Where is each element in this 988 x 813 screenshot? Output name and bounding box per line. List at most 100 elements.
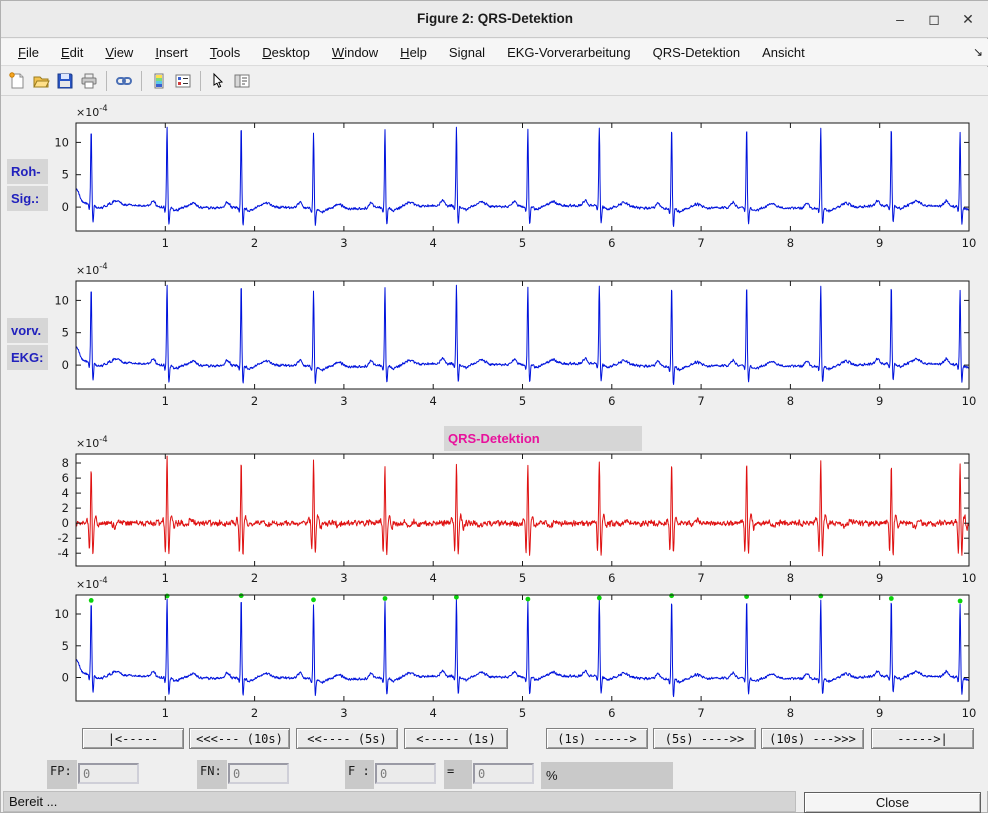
plot-browser-icon[interactable] [230, 69, 254, 93]
qrs-marker [238, 593, 244, 599]
qrs-marker [888, 596, 894, 601]
new-figure-icon[interactable] [5, 69, 29, 93]
qrs-marker [454, 594, 459, 600]
menu-item-edit[interactable]: Edit [60, 44, 84, 60]
percent-label: % [541, 762, 673, 789]
nav-button-1[interactable]: <<<--- (10s) [189, 728, 290, 749]
x-tick-label: 2 [251, 706, 258, 720]
x-tick-label: 6 [608, 236, 615, 250]
link-plot-icon[interactable] [112, 69, 136, 93]
nav-button-5[interactable]: (5s) ---->> [653, 728, 756, 749]
fn-label: FN: [197, 760, 227, 789]
y-tick-label: 5 [62, 326, 69, 340]
qrs-marker [88, 598, 94, 603]
nav-button-2[interactable]: <<---- (5s) [296, 728, 398, 749]
x-tick-label: 2 [251, 236, 258, 250]
qrs-marker [596, 595, 602, 601]
plot-roh-signal: 1 2 3 4 5 6 7 8 9 10 0 5 10 ×10-4 [54, 104, 977, 250]
qrs-marker [957, 598, 963, 604]
equals-field[interactable] [473, 763, 534, 784]
menu-item-insert[interactable]: Insert [155, 44, 188, 60]
close-window-button[interactable]: ✕ [962, 10, 974, 27]
x-tick-label: 1 [162, 236, 169, 250]
window-title: Figure 2: QRS-Detektion [416, 11, 573, 26]
raw-signal-label-1: Roh- [7, 159, 48, 184]
y-tick-label: 10 [54, 607, 69, 621]
x-tick-label: 5 [519, 236, 526, 250]
x-tick-label: 4 [430, 571, 437, 585]
y-tick-label: 2 [62, 501, 69, 515]
menu-bar: ↘ File Edit View Insert Tools Desktop Window He… [1, 39, 988, 66]
menu-item-signal[interactable]: Signal [448, 44, 486, 60]
menu-item-ekg-vorverarbeitung[interactable]: EKG-Vorverarbeitung [507, 44, 631, 60]
insert-colorbar-icon[interactable] [147, 69, 171, 93]
y-tick-label: 5 [62, 168, 69, 182]
y-tick-label: 4 [62, 486, 69, 500]
y-tick-label: 0 [62, 200, 69, 214]
x-tick-label: 4 [430, 236, 437, 250]
menu-item-tools[interactable]: Tools [209, 44, 241, 60]
nav-button-7[interactable]: ----->| [871, 728, 974, 749]
insert-legend-icon[interactable] [171, 69, 195, 93]
x-tick-label: 4 [430, 706, 437, 720]
equals-label: = [444, 760, 472, 789]
x-tick-label: 7 [697, 394, 704, 408]
edit-plot-icon[interactable] [206, 69, 230, 93]
nav-button-0[interactable]: |<----- [82, 728, 184, 749]
maximize-button[interactable]: ◻ [928, 10, 940, 27]
toolbar [1, 67, 988, 96]
menu-item-desktop[interactable]: Desktop [262, 44, 310, 60]
x-tick-label: 8 [787, 236, 794, 250]
menu-item-view[interactable]: View [105, 44, 134, 60]
x-tick-label: 5 [519, 706, 526, 720]
y-axis-exponent: ×10-4 [76, 576, 108, 591]
x-tick-label: 1 [162, 394, 169, 408]
minimize-button[interactable]: – [896, 11, 904, 27]
y-axis-exponent: ×10-4 [76, 104, 108, 119]
print-figure-icon[interactable] [77, 69, 101, 93]
status-text: Bereit ... [9, 794, 58, 809]
toolbar-separator [141, 71, 142, 91]
fp-label: FP: [47, 760, 77, 789]
menu-overflow-icon[interactable]: ↘ [972, 45, 983, 59]
x-tick-label: 3 [340, 571, 347, 585]
x-tick-label: 3 [340, 236, 347, 250]
plot-vorverarbeitetes-ekg: 1 2 3 4 5 6 7 8 9 10 0 5 10 ×10-4 [54, 262, 976, 408]
y-tick-label: 10 [54, 135, 69, 149]
f-field[interactable] [375, 763, 436, 784]
menu-item-ansicht[interactable]: Ansicht [762, 44, 805, 60]
x-tick-label: 9 [876, 236, 883, 250]
fp-field[interactable] [78, 763, 139, 784]
title-bar: Figure 2: QRS-Detektion – ◻ ✕ [1, 1, 988, 38]
fn-field[interactable] [228, 763, 289, 784]
x-tick-label: 5 [519, 394, 526, 408]
x-tick-label: 10 [962, 236, 977, 250]
y-axis-exponent: ×10-4 [76, 262, 108, 277]
qrs-marker [525, 596, 531, 602]
nav-button-6[interactable]: (10s) --->>> [761, 728, 864, 749]
x-tick-label: 9 [876, 571, 883, 585]
f-label: F : [345, 760, 374, 789]
y-tick-label: 0 [62, 671, 69, 685]
y-tick-label: 0 [62, 516, 69, 530]
menu-item-window[interactable]: Window [331, 44, 379, 60]
close-button[interactable]: Close [804, 792, 981, 813]
x-tick-label: 6 [608, 706, 615, 720]
menu-item-file[interactable]: File [18, 44, 39, 60]
x-tick-label: 3 [340, 394, 347, 408]
menu-item-qrs-detektion[interactable]: QRS-Detektion [652, 44, 741, 60]
x-tick-label: 6 [608, 571, 615, 585]
open-file-icon[interactable] [29, 69, 53, 93]
raw-signal-label-2: Sig.: [7, 186, 48, 211]
save-figure-icon[interactable] [53, 69, 77, 93]
x-tick-label: 1 [162, 706, 169, 720]
y-tick-label: -2 [58, 531, 69, 545]
preprocessed-label-1: vorv. [7, 318, 48, 343]
figure-canvas: Roh- Sig.: vorv. EKG: QRS-Detektion 1 2 3 4… [1, 96, 988, 791]
nav-button-3[interactable]: <----- (1s) [404, 728, 508, 749]
x-tick-label: 4 [430, 394, 437, 408]
nav-button-4[interactable]: (1s) -----> [546, 728, 648, 749]
y-tick-label: 8 [62, 456, 69, 470]
menu-item-help[interactable]: Help [400, 44, 427, 60]
x-tick-label: 10 [962, 571, 977, 585]
